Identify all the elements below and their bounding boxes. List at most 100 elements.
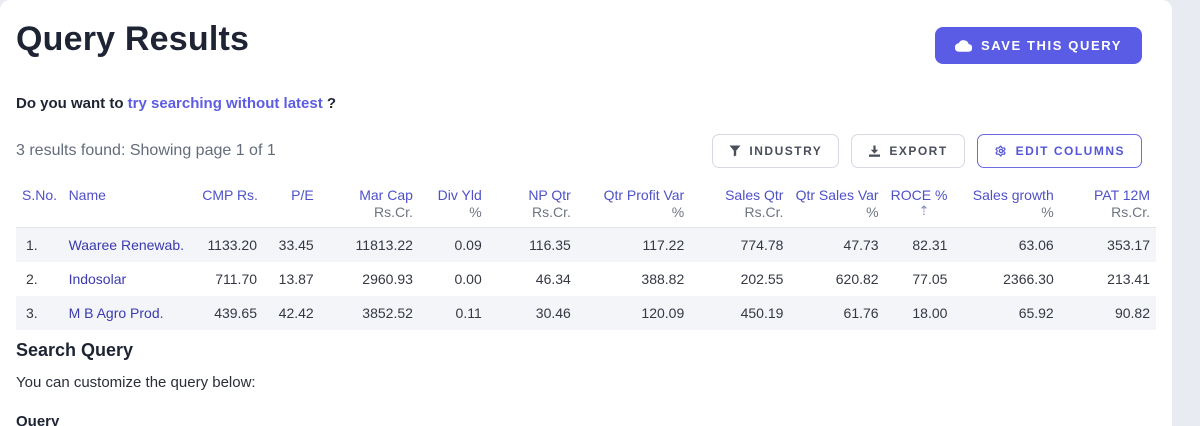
cell-qtr_profit_var: 388.82: [641, 271, 685, 287]
cell-name: Indosolar: [63, 262, 197, 296]
search-query-heading: Search Query: [16, 340, 134, 360]
column-unit: Rs.Cr.: [744, 204, 784, 220]
column-header-sno[interactable]: S.No.: [16, 182, 63, 228]
column-header-np_qtr[interactable]: NP Qtr Rs.Cr.: [487, 182, 577, 228]
cell-pat_12m: 353.17: [1107, 237, 1150, 253]
cell-sno: 3.: [26, 305, 38, 321]
cell-sales_qtr: 774.78: [740, 237, 784, 253]
cell-cmp_rs: 1133.20: [207, 237, 258, 253]
table-body: 1. Waaree Renewab. 1133.20 33.45 11813.22 0.0…: [16, 227, 1156, 330]
cell-div_yld: 0.00: [454, 271, 482, 287]
cell-np_qtr: 116.35: [529, 237, 571, 253]
cell-np_qtr: 30.46: [535, 305, 571, 321]
column-header-mar_cap[interactable]: Mar Cap Rs.Cr.: [319, 182, 419, 228]
column-label: Sales Qtr: [725, 187, 784, 203]
column-label: Qtr Profit Var: [603, 187, 685, 203]
results-toolbar-row: 3 results found: Showing page 1 of 1 IND…: [16, 134, 1156, 168]
cell-sales_qtr: 202.55: [740, 271, 784, 287]
export-button[interactable]: EXPORT: [851, 134, 965, 168]
column-header-qtr_sales_var[interactable]: Qtr Sales Var%: [789, 182, 885, 228]
column-label: Mar Cap: [359, 187, 413, 203]
cell-sales_qtr: 450.19: [740, 305, 784, 321]
page-title: Query Results: [16, 20, 250, 58]
search-query-subtext: You can customize the query below:: [16, 374, 256, 391]
cell-cmp_rs: 711.70: [215, 271, 258, 287]
sort-ascending-icon: ⇡: [918, 203, 930, 218]
column-unit: Rs.Cr.: [374, 204, 413, 220]
cell-roce: 82.31: [912, 237, 948, 253]
column-label: PAT 12M: [1093, 187, 1150, 203]
cell-sales_growth: 2366.30: [1003, 271, 1054, 287]
edit-columns-label: EDIT COLUMNS: [1015, 144, 1125, 158]
query-label: Query: [16, 413, 60, 426]
gear-icon: [994, 144, 1008, 158]
cell-pe: 33.45: [278, 237, 314, 253]
column-header-roce[interactable]: ROCE % ⇡: [884, 182, 954, 228]
cell-qtr_profit_var: 120.09: [641, 305, 685, 321]
save-query-label: SAVE THIS QUERY: [980, 38, 1122, 53]
cell-roce: 18.00: [912, 305, 948, 321]
export-label: EXPORT: [889, 144, 948, 158]
column-label: CMP Rs.: [202, 187, 258, 203]
column-label: S.No.: [22, 187, 58, 203]
cell-name: Waaree Renewab.: [63, 228, 197, 263]
cell-mar_cap: 11813.22: [355, 237, 413, 253]
company-link[interactable]: M B Agro Prod.: [68, 305, 164, 321]
column-label: P/E: [291, 187, 314, 203]
industry-button[interactable]: INDUSTRY: [712, 134, 840, 168]
cell-np_qtr: 46.34: [535, 271, 571, 287]
edit-columns-button[interactable]: EDIT COLUMNS: [976, 134, 1142, 168]
table-row: 2. Indosolar 711.70 13.87 2960.93 0.00 46.34 38…: [16, 262, 1156, 296]
column-header-name[interactable]: Name: [62, 182, 197, 228]
cell-sno: 1.: [26, 237, 38, 253]
cell-div_yld: 0.11: [455, 305, 482, 321]
cell-qtr_sales_var: 47.73: [843, 237, 879, 253]
cell-pat_12m: 213.41: [1107, 271, 1150, 287]
column-header-pe[interactable]: P/E: [263, 182, 320, 228]
filter-icon: [729, 145, 741, 157]
table-row: 1. Waaree Renewab. 1133.20 33.45 11813.22 0.0…: [16, 227, 1156, 263]
column-unit: %: [1041, 204, 1054, 220]
column-label: ROCE %: [890, 187, 948, 203]
cell-mar_cap: 3852.52: [362, 305, 413, 321]
column-header-pat_12m[interactable]: PAT 12M Rs.Cr.: [1059, 182, 1156, 228]
company-link[interactable]: Indosolar: [68, 271, 127, 287]
company-link[interactable]: Waaree Renewab.: [68, 237, 184, 253]
cell-sales_growth: 63.06: [1018, 237, 1054, 253]
cell-name: M B Agro Prod.: [63, 296, 197, 330]
table-head: S.No. Name CMP Rs. P/E Mar Cap Rs.Cr. Div Yld%…: [16, 182, 1156, 228]
cell-sales_growth: 65.92: [1018, 305, 1054, 321]
column-header-sales_qtr[interactable]: Sales Qtr Rs.Cr.: [690, 182, 790, 228]
column-label: Qtr Sales Var: [795, 187, 879, 203]
cell-cmp_rs: 439.65: [214, 305, 258, 321]
results-summary: 3 results found: Showing page 1 of 1: [16, 142, 276, 159]
cell-qtr_profit_var: 117.22: [642, 237, 685, 253]
page-header: Query Results SAVE THIS QUERY: [16, 20, 1156, 64]
column-header-qtr_profit_var[interactable]: Qtr Profit Var%: [576, 182, 691, 228]
search-suggestion: Do you want to try searching without lat…: [16, 95, 1156, 112]
column-unit: %: [866, 204, 879, 220]
column-unit: %: [469, 204, 482, 220]
search-query-section: Search Query You can customize the query…: [16, 340, 1156, 426]
try-without-latest-link[interactable]: try searching without latest: [127, 95, 323, 112]
column-label: NP Qtr: [528, 187, 571, 203]
column-unit: %: [671, 204, 685, 220]
cell-pe: 42.42: [278, 305, 314, 321]
column-header-sales_growth[interactable]: Sales growth%: [953, 182, 1060, 228]
query-results-card: Query Results SAVE THIS QUERY Do you wan…: [0, 0, 1172, 426]
table-row: 3. M B Agro Prod. 439.65 42.42 3852.52 0.11 30…: [16, 296, 1156, 330]
column-header-cmp_rs[interactable]: CMP Rs.: [196, 182, 264, 228]
industry-label: INDUSTRY: [749, 144, 823, 158]
cell-roce: 77.05: [912, 271, 948, 287]
column-unit: Rs.Cr.: [531, 204, 571, 220]
table-header-row: S.No. Name CMP Rs. P/E Mar Cap Rs.Cr. Div Yld%…: [16, 182, 1156, 228]
cell-mar_cap: 2960.93: [362, 271, 413, 287]
save-query-button[interactable]: SAVE THIS QUERY: [934, 27, 1142, 64]
toolbar: INDUSTRY EXPORT EDIT COL: [712, 134, 1142, 168]
column-header-div_yld[interactable]: Div Yld%: [418, 182, 488, 228]
suggestion-suffix: ?: [322, 95, 337, 112]
column-label: Name: [68, 187, 106, 203]
cell-pe: 13.87: [278, 271, 314, 287]
cell-qtr_sales_var: 620.82: [835, 271, 879, 287]
cell-qtr_sales_var: 61.76: [843, 305, 879, 321]
